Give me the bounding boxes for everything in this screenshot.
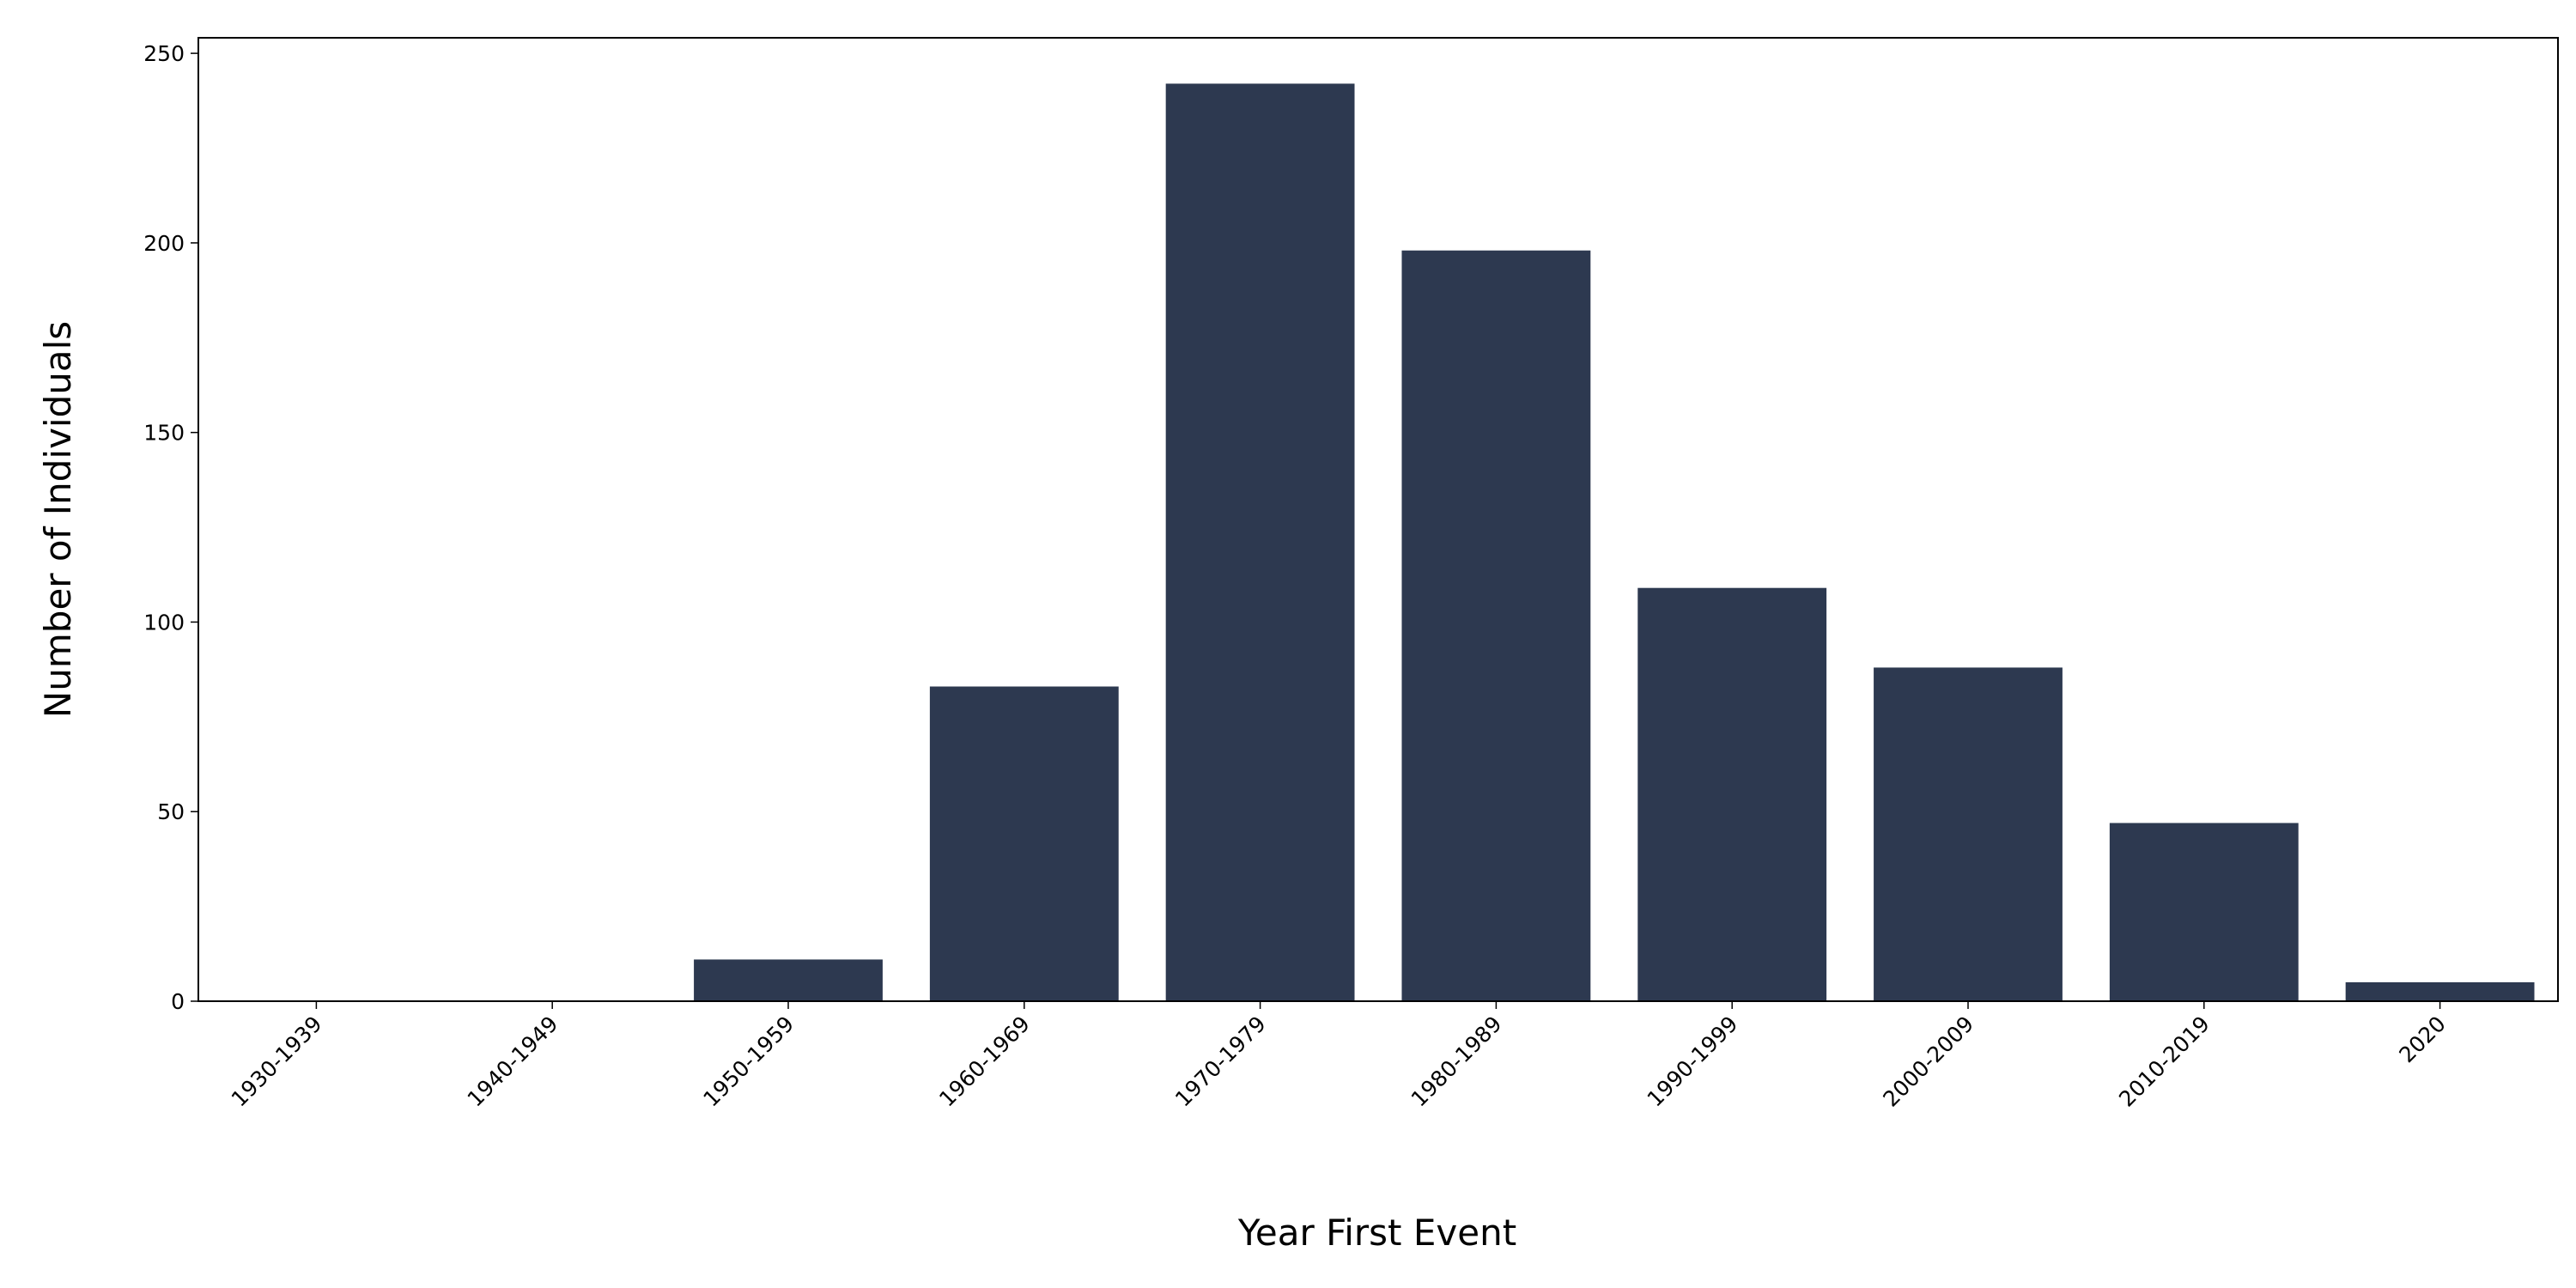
x-tick-label: 1970-1979 <box>1170 1012 1271 1112</box>
y-tick-label: 0 <box>171 989 185 1014</box>
bar <box>1637 587 1827 1001</box>
x-tick-label: 2000-2009 <box>1878 1012 1978 1112</box>
y-tick-label: 200 <box>143 231 185 256</box>
y-tick-label: 250 <box>143 41 185 66</box>
bar <box>1165 83 1355 1001</box>
x-tick-label: 1960-1969 <box>934 1012 1035 1112</box>
y-tick-label: 50 <box>157 799 185 824</box>
y-axis-label: Number of Individuals <box>37 321 79 718</box>
x-tick-label: 1980-1989 <box>1406 1012 1507 1112</box>
bar <box>2109 823 2299 1001</box>
bar <box>1401 250 1591 1001</box>
bar <box>1874 667 2063 1001</box>
plot-frame <box>197 37 2559 1002</box>
x-tick-label: 2010-2019 <box>2114 1012 2215 1112</box>
x-tick-label: 1990-1999 <box>1643 1012 1743 1112</box>
x-tick-label: 1930-1939 <box>227 1012 327 1112</box>
y-tick-label: 100 <box>143 610 185 635</box>
x-axis-label: Year First Event <box>1237 1212 1516 1254</box>
bar <box>929 686 1119 1001</box>
bar <box>694 959 883 1001</box>
x-tick-label: 2020 <box>2394 1012 2450 1067</box>
bar <box>2345 981 2535 1001</box>
x-tick-label: 1940-1949 <box>463 1012 563 1112</box>
x-tick-label: 1950-1959 <box>698 1012 799 1112</box>
y-tick-label: 150 <box>143 421 185 446</box>
